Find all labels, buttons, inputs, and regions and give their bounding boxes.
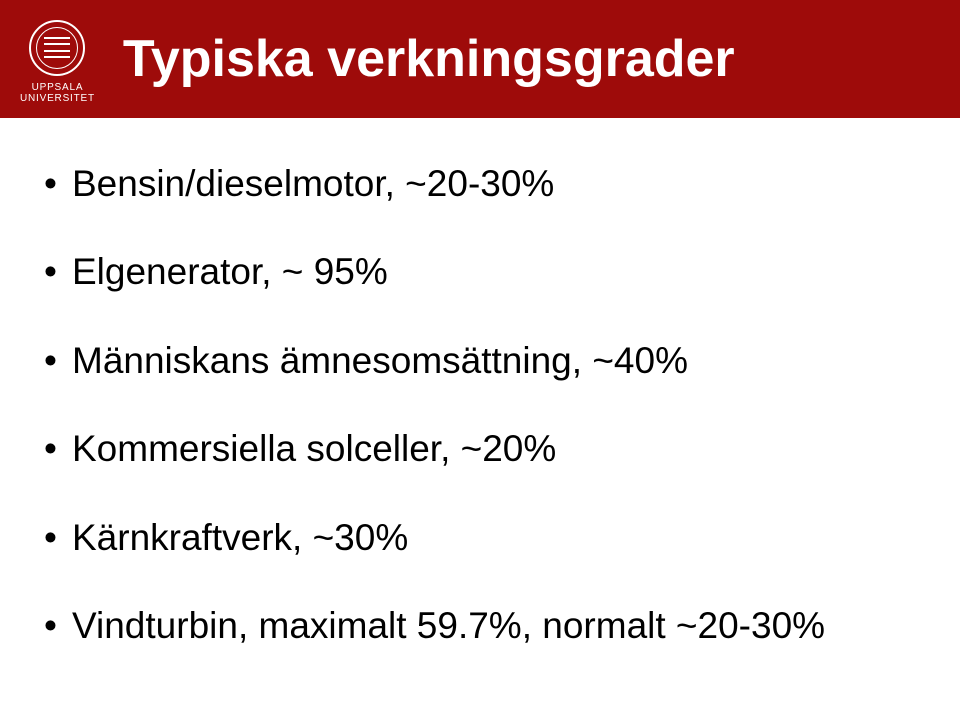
university-seal-icon bbox=[29, 20, 85, 76]
university-name: UPPSALA UNIVERSITET bbox=[20, 82, 95, 105]
list-item: Elgenerator, ~ 95% bbox=[44, 250, 916, 294]
slide-header: UPPSALA UNIVERSITET Typiska verkningsgra… bbox=[0, 0, 960, 118]
list-item: Bensin/dieselmotor, ~20-30% bbox=[44, 162, 916, 206]
bullet-list: Bensin/dieselmotor, ~20-30% Elgenerator,… bbox=[44, 162, 916, 648]
university-logo: UPPSALA UNIVERSITET bbox=[20, 14, 95, 105]
list-item: Kommersiella solceller, ~20% bbox=[44, 427, 916, 471]
list-item: Vindturbin, maximalt 59.7%, normalt ~20-… bbox=[44, 604, 916, 648]
list-item: Människans ämnesomsättning, ~40% bbox=[44, 339, 916, 383]
logo-line1: UPPSALA bbox=[32, 82, 84, 93]
logo-line2: UNIVERSITET bbox=[20, 93, 95, 104]
list-item: Kärnkraftverk, ~30% bbox=[44, 516, 916, 560]
slide-title: Typiska verkningsgrader bbox=[123, 29, 735, 89]
slide-body: Bensin/dieselmotor, ~20-30% Elgenerator,… bbox=[0, 118, 960, 648]
